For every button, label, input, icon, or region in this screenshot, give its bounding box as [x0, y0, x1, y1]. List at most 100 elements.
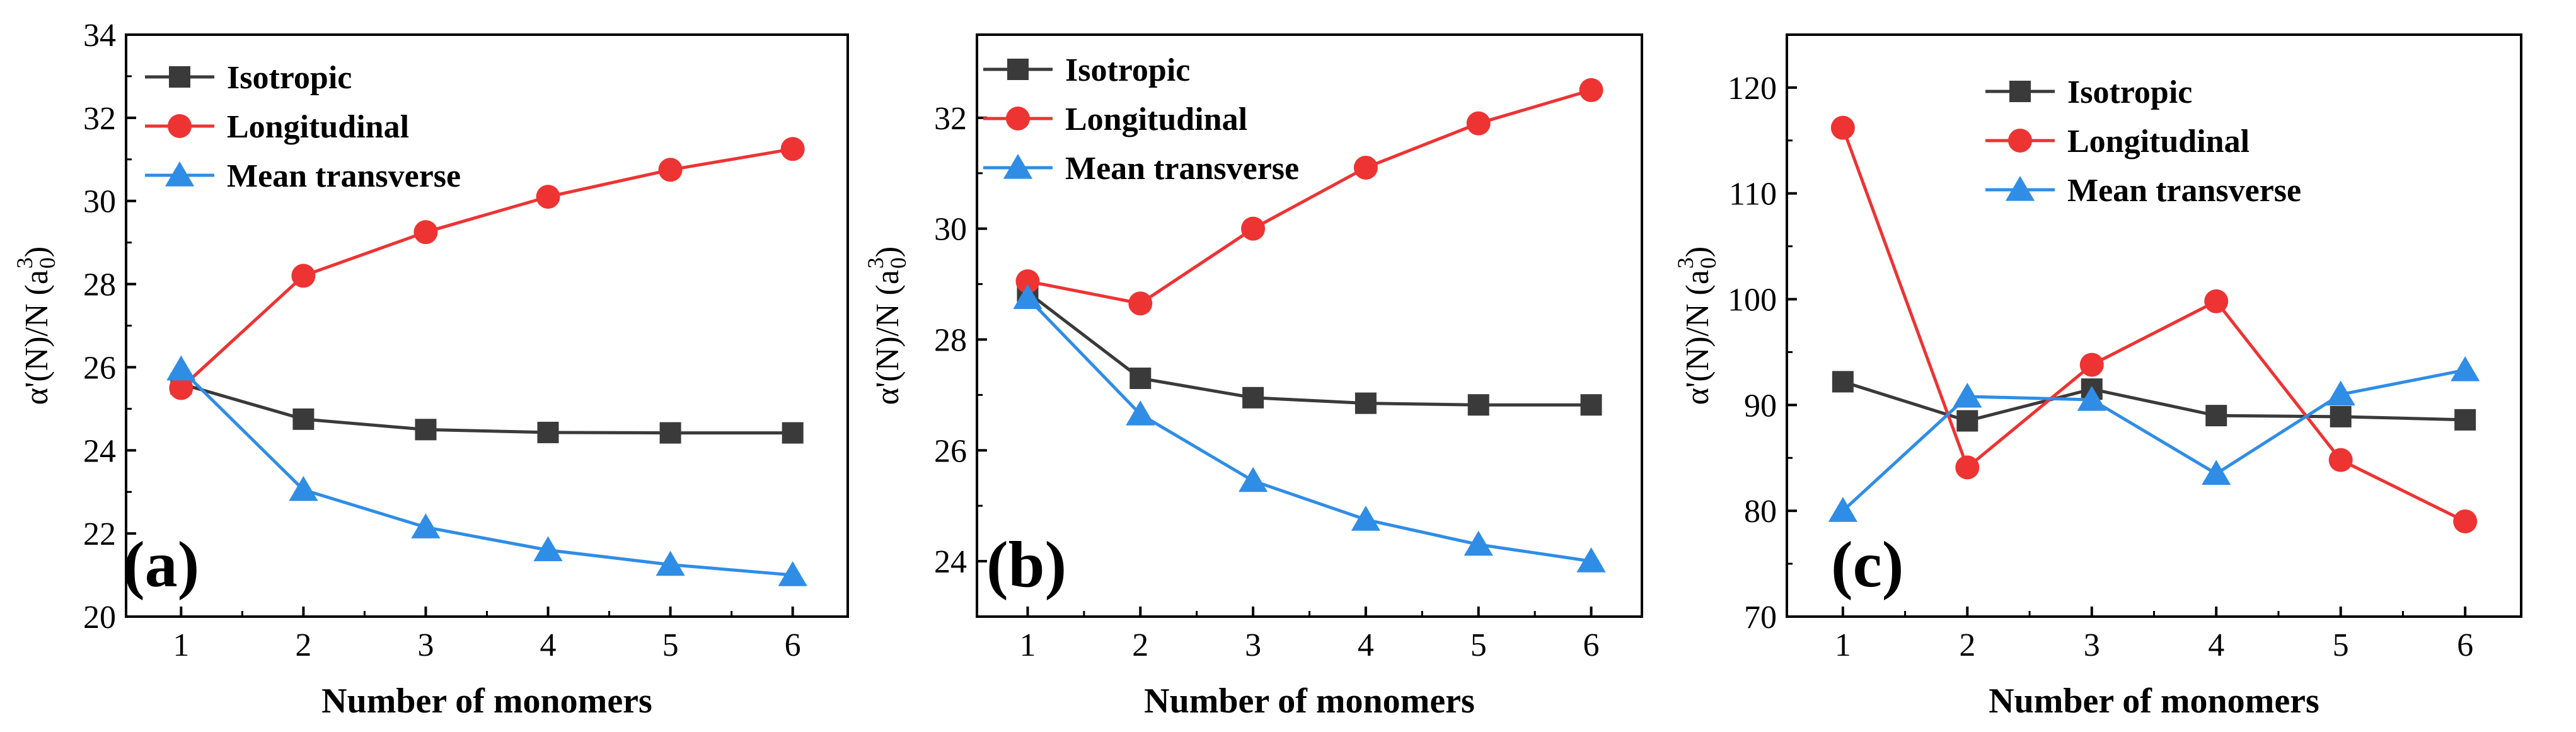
panel-label: (a): [123, 528, 199, 601]
data-point-mean-transverse: [1828, 497, 1857, 522]
panel-b: 1 2 3 4 5 6 24 26 28 30 32 Number of monomers α'(N)/…: [863, 33, 1643, 721]
data-point-longitudinal: [2079, 352, 2104, 377]
legend: Isotropic Longitudinal Mean transverse: [983, 52, 1299, 187]
data-point-mean-transverse: [2451, 356, 2480, 381]
series-line-mean-transverse: [180, 368, 793, 577]
x-tick-label: 3: [417, 627, 434, 663]
y-tick-label: 24: [934, 544, 967, 580]
data-point-mean-transverse: [289, 475, 318, 501]
x-tick-label: 2: [1959, 627, 1975, 663]
legend-label-longitudinal: Longitudinal: [227, 109, 409, 145]
series-mean-transverse: [166, 355, 807, 586]
data-point-isotropic: [659, 422, 681, 444]
series-line-longitudinal: [1841, 127, 2466, 523]
x-tick-label: 6: [2457, 627, 2473, 663]
x-tick-label: 4: [2208, 627, 2224, 663]
data-point-longitudinal: [658, 158, 683, 182]
data-point-longitudinal: [2453, 509, 2478, 533]
data-point-mean-transverse: [1953, 382, 1982, 408]
series-line-mean-transverse: [1842, 368, 2466, 513]
y-tick-label: 80: [1744, 494, 1777, 530]
series-isotropic: [1017, 281, 1602, 416]
legend-label-mean-transverse: Mean transverse: [227, 158, 461, 194]
data-point-isotropic: [1242, 386, 1264, 409]
data-point-longitudinal: [291, 264, 316, 288]
data-point-longitudinal: [1955, 455, 1980, 480]
x-axis-label: Number of monomers: [1989, 682, 2319, 721]
x-tick-label: 4: [1358, 627, 1374, 663]
data-point-mean-transverse: [656, 550, 685, 576]
data-point-longitudinal: [780, 137, 805, 161]
data-point-mean-transverse: [1351, 506, 1381, 531]
data-point-longitudinal: [536, 185, 560, 209]
legend: Isotropic Longitudinal Mean transverse: [1985, 74, 2301, 209]
data-point-longitudinal: [1128, 291, 1153, 316]
data-point-longitudinal: [169, 376, 193, 400]
data-point-mean-transverse: [2202, 460, 2231, 485]
y-tick-label: 32: [83, 101, 116, 137]
data-point-longitudinal: [1466, 111, 1491, 136]
series-line-isotropic: [180, 382, 793, 435]
data-point-longitudinal: [1241, 216, 1266, 241]
data-point-mean-transverse: [533, 536, 563, 562]
x-axis-label: Number of monomers: [321, 682, 652, 721]
legend-label-isotropic: Isotropic: [1065, 52, 1190, 88]
y-tick-label: 26: [83, 350, 116, 386]
data-point-isotropic: [2454, 409, 2476, 431]
data-point-isotropic: [1467, 394, 1489, 416]
series-longitudinal: [1830, 115, 2478, 533]
x-tick-label: 1: [1835, 627, 1851, 663]
data-point-isotropic: [537, 421, 559, 443]
y-tick-label: 110: [1729, 177, 1777, 212]
data-point-isotropic: [1832, 371, 1854, 393]
data-point-isotropic: [1956, 410, 1978, 432]
x-tick-label: 5: [2333, 627, 2349, 663]
data-point-isotropic: [1129, 368, 1152, 390]
series-line-longitudinal: [180, 147, 794, 390]
x-tick-label: 2: [295, 627, 311, 663]
data-point-longitudinal: [1579, 78, 1603, 102]
data-point-mean-transverse: [411, 513, 441, 538]
legend-marker-mean-transverse: [165, 161, 195, 187]
x-tick-label: 4: [540, 627, 557, 663]
x-tick-label: 1: [1019, 627, 1036, 663]
data-point-isotropic: [2205, 405, 2227, 427]
y-tick-label: 32: [934, 101, 967, 137]
x-tick-label: 5: [662, 627, 679, 663]
legend-label-isotropic: Isotropic: [227, 60, 352, 96]
panel-label: (b): [986, 528, 1066, 601]
legend-marker-mean-transverse: [1003, 154, 1033, 179]
x-tick-label: 2: [1132, 627, 1148, 663]
x-tick-label: 3: [2084, 627, 2100, 663]
legend-label-isotropic: Isotropic: [2067, 74, 2192, 110]
series-isotropic: [1832, 371, 2476, 432]
data-point-mean-transverse: [1238, 467, 1268, 492]
series-mean-transverse: [1013, 284, 1606, 572]
data-point-longitudinal: [413, 220, 438, 245]
data-point-mean-transverse: [2077, 385, 2106, 411]
series-isotropic: [170, 373, 804, 444]
x-tick-label: 6: [1583, 627, 1600, 663]
data-point-mean-transverse: [166, 355, 196, 381]
y-tick-label: 28: [83, 267, 116, 303]
data-point-mean-transverse: [1464, 530, 1493, 556]
legend-label-longitudinal: Longitudinal: [2067, 124, 2250, 160]
y-tick-label: 30: [83, 184, 116, 220]
x-axis-label: Number of monomers: [1144, 682, 1475, 721]
legend-marker-isotropic: [2009, 81, 2031, 102]
series-longitudinal: [169, 137, 805, 400]
y-tick-label: 24: [83, 433, 116, 469]
legend-marker-mean-transverse: [2005, 176, 2035, 201]
legend-label-mean-transverse: Mean transverse: [1065, 151, 1299, 187]
y-axis-label: α'(N)/N (a03): [1673, 247, 1721, 405]
data-point-longitudinal: [2204, 289, 2229, 313]
series-longitudinal: [1015, 78, 1603, 316]
y-axis-label: α'(N)/N (a03): [863, 247, 911, 405]
series-line-mean-transverse: [1026, 296, 1591, 563]
legend-marker-isotropic: [169, 66, 190, 88]
x-tick-label: 5: [1470, 627, 1487, 663]
series-mean-transverse: [1828, 356, 2480, 522]
legend: Isotropic Longitudinal Mean transverse: [145, 60, 461, 194]
